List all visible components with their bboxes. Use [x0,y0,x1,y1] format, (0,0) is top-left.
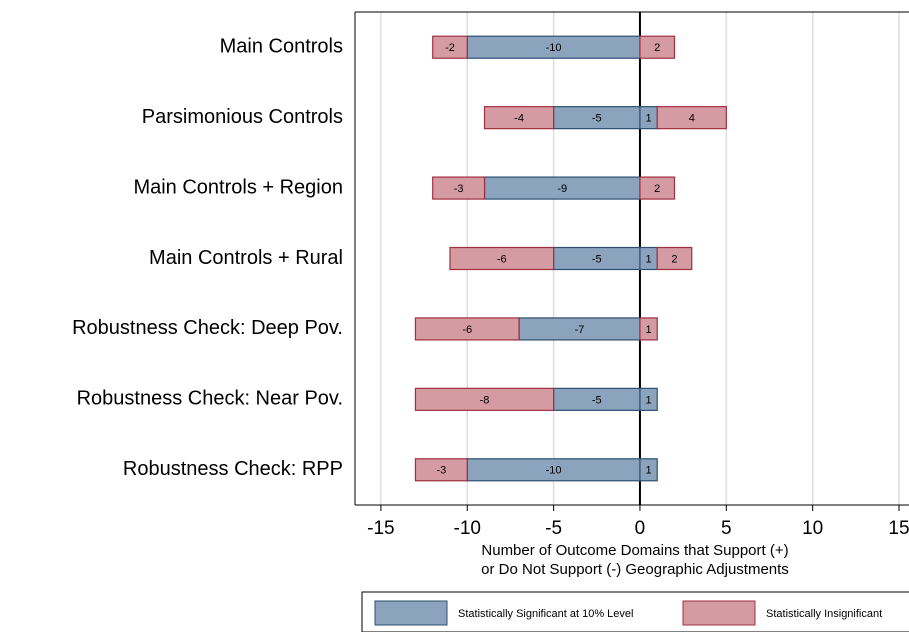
bar-segment [639,458,658,482]
y-tick-label: Main Controls + Region [133,176,343,198]
data-label: -6 [462,324,472,336]
x-tick-label: 0 [635,518,646,539]
bar-segment [414,317,520,341]
y-tick-label: Parsimonious Controls [142,106,343,128]
data-label: -2 [445,42,455,54]
data-label: -5 [592,113,602,125]
x-tick-label: 15 [888,518,909,539]
legend-box [361,591,909,632]
data-label: 1 [646,113,652,125]
legend-label: Statistically Significant at 10% Level [458,608,633,620]
data-label: -6 [497,253,507,265]
data-label: 2 [654,183,660,195]
x-axis-label: or Do Not Support (-) Geographic Adjustm… [481,561,789,578]
y-tick-label: Main Controls + Rural [149,247,343,269]
data-label: -3 [454,183,464,195]
legend-swatch [374,600,448,626]
data-label: -4 [514,113,524,125]
bar-segment [414,458,468,482]
data-label: -9 [557,183,567,195]
y-tick-label: Robustness Check: Deep Pov. [72,317,343,339]
bar-segment [639,387,658,411]
x-tick-label: 10 [802,518,823,539]
x-tick-label: -15 [367,518,394,539]
y-tick-label: Robustness Check: Near Pov. [77,388,343,410]
data-label: -5 [592,394,602,406]
data-label: -5 [592,253,602,265]
bar-segment [656,246,693,271]
x-tick-label: -5 [545,518,562,539]
x-tick-label: -10 [454,518,481,539]
data-label: 1 [646,253,652,265]
x-axis-label: Number of Outcome Domains that Support (… [481,542,788,559]
data-label: 2 [654,42,660,54]
data-label: 1 [646,465,652,477]
y-tick-label: Main Controls [220,35,343,57]
data-label: 2 [671,253,677,265]
legend-label: Statistically Insignificant [766,608,882,620]
legend-swatch [682,600,756,626]
bar-segment [639,35,676,59]
bar-segment [449,246,555,271]
bar-segment [432,35,468,59]
data-label: -8 [480,394,490,406]
data-label: 1 [646,394,652,406]
bar-segment [483,106,555,130]
x-tick-label: 5 [721,518,732,539]
data-label: -7 [575,324,585,336]
bar-segment [656,106,727,130]
data-label: -10 [546,465,562,477]
data-label: -3 [436,465,446,477]
bar-segment [639,176,676,200]
data-label: -10 [546,42,562,54]
bar-segment [432,176,486,200]
bar-segment [414,387,555,411]
y-tick-label: Robustness Check: RPP [123,458,343,480]
bar-segment [639,317,658,341]
data-label: 4 [689,113,695,125]
data-label: 1 [646,324,652,336]
